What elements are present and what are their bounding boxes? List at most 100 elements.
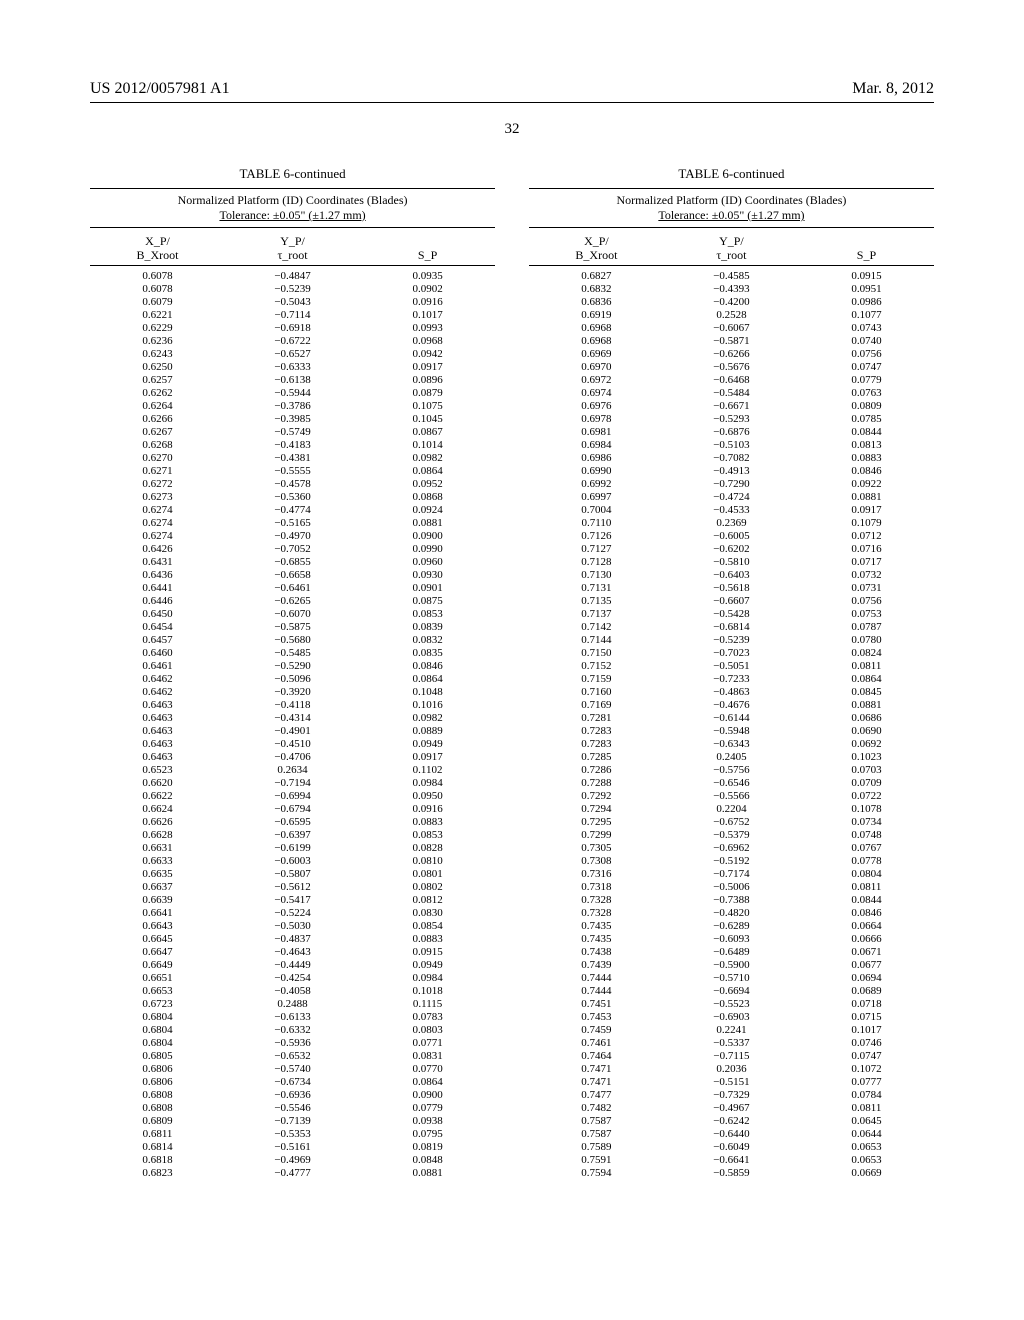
table-cell: 0.0686 <box>799 712 934 725</box>
table-cell: 0.0864 <box>360 673 495 686</box>
table-cell: 0.6723 <box>90 998 225 1011</box>
table-row: 0.6272−0.45780.0952 <box>90 478 495 491</box>
table-cell: −0.4510 <box>225 738 360 751</box>
table-row: 0.6264−0.37860.1075 <box>90 400 495 413</box>
table-row: 0.6811−0.53530.0795 <box>90 1128 495 1141</box>
table-row: 0.7316−0.71740.0804 <box>529 868 934 881</box>
table-cell: 0.6274 <box>90 517 225 530</box>
table-cell: 0.0839 <box>360 621 495 634</box>
table-row: 0.6990−0.49130.0846 <box>529 465 934 478</box>
table-cell: 0.1077 <box>799 309 934 322</box>
table-cell: −0.4449 <box>225 959 360 972</box>
table-cell: 0.6523 <box>90 764 225 777</box>
table-cell: 0.0748 <box>799 829 934 842</box>
table-cell: 0.6649 <box>90 959 225 972</box>
table-cell: 0.0879 <box>360 387 495 400</box>
table-cell: −0.3920 <box>225 686 360 699</box>
table-cell: 0.7295 <box>529 816 664 829</box>
publication-date: Mar. 8, 2012 <box>852 80 934 98</box>
table-cell: 0.0780 <box>799 634 934 647</box>
table-cell: −0.4200 <box>664 296 799 309</box>
table-cell: 0.0916 <box>360 296 495 309</box>
table-row: 0.6641−0.52240.0830 <box>90 907 495 920</box>
table-cell: 0.6271 <box>90 465 225 478</box>
table-cell: 0.0844 <box>799 426 934 439</box>
table-cell: 0.2241 <box>664 1024 799 1037</box>
table-row: 0.6639−0.54170.0812 <box>90 894 495 907</box>
table-cell: 0.6270 <box>90 452 225 465</box>
table-cell: −0.5417 <box>225 894 360 907</box>
table-cell: 0.7127 <box>529 543 664 556</box>
table-cell: 0.6463 <box>90 751 225 764</box>
table-cell: −0.7174 <box>664 868 799 881</box>
table-cell: 0.0801 <box>360 868 495 881</box>
table-cell: −0.6343 <box>664 738 799 751</box>
table-cell: 0.6463 <box>90 725 225 738</box>
table-row: 0.6823−0.47770.0881 <box>90 1167 495 1180</box>
table-row: 0.69190.25280.1077 <box>529 309 934 322</box>
table-cell: −0.6265 <box>225 595 360 608</box>
table-cell: −0.5224 <box>225 907 360 920</box>
table-cell: −0.7082 <box>664 452 799 465</box>
table-row: 0.7160−0.48630.0845 <box>529 686 934 699</box>
table-cell: −0.7233 <box>664 673 799 686</box>
table-cell: 0.0982 <box>360 452 495 465</box>
table-cell: 0.6450 <box>90 608 225 621</box>
table-row: 0.6806−0.67340.0864 <box>90 1076 495 1089</box>
table-cell: 0.0740 <box>799 335 934 348</box>
table-cell: 0.6454 <box>90 621 225 634</box>
table-row: 0.7482−0.49670.0811 <box>529 1102 934 1115</box>
table-row: 0.6981−0.68760.0844 <box>529 426 934 439</box>
table-cell: 0.0922 <box>799 478 934 491</box>
table-row: 0.6462−0.39200.1048 <box>90 686 495 699</box>
table-cell: 0.6446 <box>90 595 225 608</box>
two-column-layout: TABLE 6-continued Normalized Platform (I… <box>90 166 934 1180</box>
table-cell: −0.5043 <box>225 296 360 309</box>
table-cell: −0.5484 <box>664 387 799 400</box>
table-subtitle-right: Normalized Platform (ID) Coordinates (Bl… <box>529 188 934 228</box>
table-row: 0.6628−0.63970.0853 <box>90 829 495 842</box>
table-cell: 0.7589 <box>529 1141 664 1154</box>
table-cell: 0.0881 <box>799 699 934 712</box>
table-cell: 0.6264 <box>90 400 225 413</box>
table-cell: 0.0803 <box>360 1024 495 1037</box>
table-row: 0.6622−0.69940.0950 <box>90 790 495 803</box>
table-row: 0.6463−0.49010.0889 <box>90 725 495 738</box>
table-cell: −0.6855 <box>225 556 360 569</box>
table-cell: −0.6814 <box>664 621 799 634</box>
table-cell: −0.7290 <box>664 478 799 491</box>
table-row: 0.7152−0.50510.0811 <box>529 660 934 673</box>
table-cell: 0.0703 <box>799 764 934 777</box>
table-row: 0.7594−0.58590.0669 <box>529 1167 934 1180</box>
table-cell: −0.5293 <box>664 413 799 426</box>
table-cell: 0.7130 <box>529 569 664 582</box>
table-cell: 0.6631 <box>90 842 225 855</box>
table-cell: 0.7169 <box>529 699 664 712</box>
table-cell: 0.0809 <box>799 400 934 413</box>
table-cell: −0.5749 <box>225 426 360 439</box>
table-row: 0.7589−0.60490.0653 <box>529 1141 934 1154</box>
table-cell: 0.6267 <box>90 426 225 439</box>
table-row: 0.7587−0.62420.0645 <box>529 1115 934 1128</box>
table-cell: −0.4969 <box>225 1154 360 1167</box>
table-cell: 0.0984 <box>360 777 495 790</box>
table-cell: 0.6836 <box>529 296 664 309</box>
table-cell: 0.0747 <box>799 1050 934 1063</box>
table-cell: 0.0653 <box>799 1154 934 1167</box>
col3-header: S_P <box>799 234 934 263</box>
table-row: 0.6273−0.53600.0868 <box>90 491 495 504</box>
table-row: 0.6832−0.43930.0951 <box>529 283 934 296</box>
table-row: 0.6626−0.65950.0883 <box>90 816 495 829</box>
table-cell: 0.0795 <box>360 1128 495 1141</box>
table-cell: 0.7288 <box>529 777 664 790</box>
table-cell: 0.0811 <box>799 660 934 673</box>
table-row: 0.7305−0.69620.0767 <box>529 842 934 855</box>
table-cell: 0.6984 <box>529 439 664 452</box>
page-header: US 2012/0057981 A1 Mar. 8, 2012 <box>90 80 934 98</box>
table-cell: 0.0917 <box>799 504 934 517</box>
table-cell: −0.4314 <box>225 712 360 725</box>
table-row: 0.7150−0.70230.0824 <box>529 647 934 660</box>
table-row: 0.6976−0.66710.0809 <box>529 400 934 413</box>
table-cell: 0.0916 <box>360 803 495 816</box>
table-cell: 0.0828 <box>360 842 495 855</box>
